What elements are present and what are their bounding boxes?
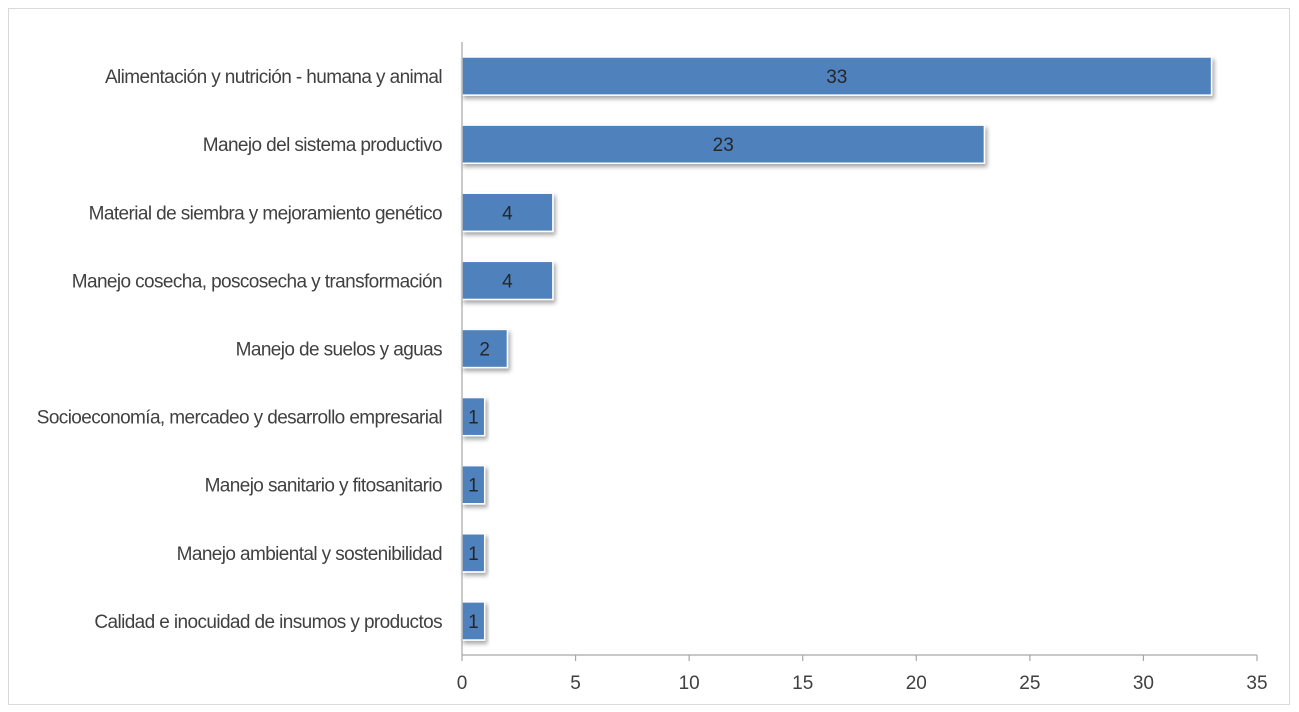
x-tick-label: 25 bbox=[1019, 673, 1040, 694]
data-label: 1 bbox=[468, 544, 479, 565]
data-label: 2 bbox=[479, 340, 490, 361]
data-label: 4 bbox=[502, 271, 513, 292]
data-label: 1 bbox=[468, 612, 479, 633]
chart-frame bbox=[8, 8, 1290, 705]
category-label: Alimentación y nutrición - humana y anim… bbox=[105, 67, 442, 88]
category-label: Manejo ambiental y sostenibilidad bbox=[177, 544, 442, 565]
data-label: 1 bbox=[468, 408, 479, 429]
category-label: Calidad e inocuidad de insumos y product… bbox=[94, 612, 442, 633]
category-label: Manejo sanitario y fitosanitario bbox=[205, 476, 442, 497]
x-tick-label: 10 bbox=[679, 673, 700, 694]
data-label: 33 bbox=[826, 67, 847, 88]
x-tick-label: 35 bbox=[1246, 673, 1267, 694]
x-tick-label: 15 bbox=[792, 673, 813, 694]
bar bbox=[461, 192, 554, 233]
x-tick-label: 20 bbox=[906, 673, 927, 694]
x-tick-label: 30 bbox=[1133, 673, 1154, 694]
data-label: 4 bbox=[502, 203, 513, 224]
data-label: 1 bbox=[468, 476, 479, 497]
data-label: 23 bbox=[713, 135, 734, 156]
category-label: Socioeconomía, mercadeo y desarrollo emp… bbox=[37, 408, 442, 429]
bar bbox=[461, 260, 554, 301]
x-tick-label: 0 bbox=[457, 673, 468, 694]
x-tick-label: 5 bbox=[570, 673, 581, 694]
bar bbox=[461, 56, 1213, 96]
bar bbox=[461, 124, 986, 164]
category-label: Manejo cosecha, poscosecha y transformac… bbox=[72, 271, 442, 292]
category-label: Manejo de suelos y aguas bbox=[236, 340, 442, 361]
category-label: Material de siembra y mejoramiento genét… bbox=[89, 203, 442, 224]
category-label: Manejo del sistema productivo bbox=[203, 135, 442, 156]
